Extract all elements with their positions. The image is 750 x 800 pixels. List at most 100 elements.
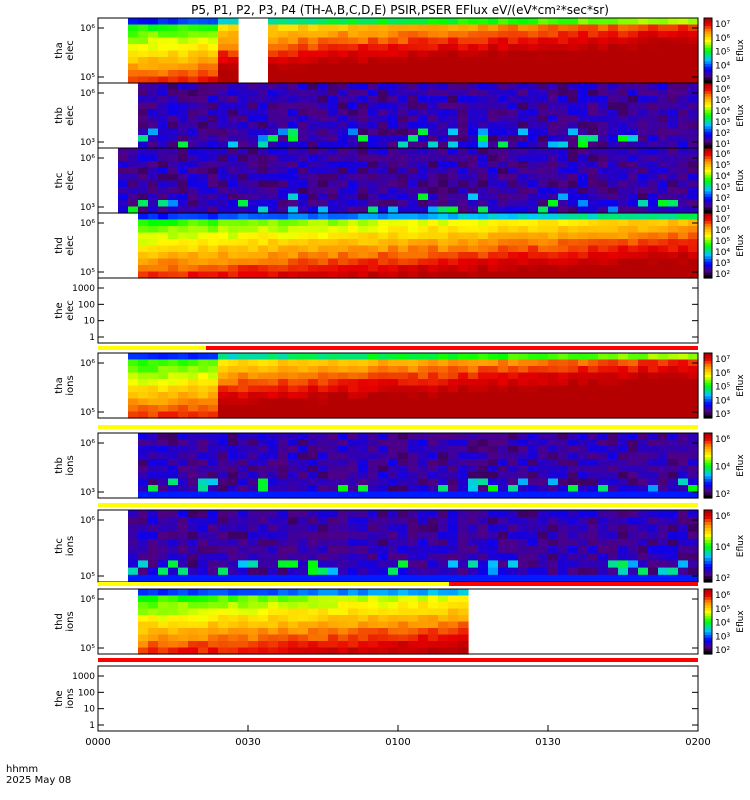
heat-cell: [428, 167, 439, 175]
heat-cell: [588, 560, 599, 569]
heat-cell: [638, 96, 649, 104]
heat-cell: [658, 37, 669, 45]
colorbar-tick-label: 10⁷: [715, 355, 730, 365]
heat-cell: [378, 353, 389, 361]
heat-cell: [678, 546, 689, 554]
heat-cell: [578, 379, 589, 387]
heat-cell: [218, 174, 229, 182]
heat-cell: [248, 510, 259, 518]
heat-cell: [158, 122, 169, 130]
heat-cell: [138, 459, 149, 467]
heat-cell: [488, 122, 499, 130]
heat-cell: [458, 239, 469, 247]
heat-cell: [178, 602, 189, 610]
heat-cell: [638, 200, 649, 208]
heat-cell: [388, 524, 399, 533]
heat-cell: [128, 174, 139, 182]
heat-cell: [548, 567, 559, 576]
heat-cell: [448, 50, 459, 58]
heat-cell: [488, 353, 499, 361]
heat-cell: [578, 102, 589, 110]
heat-cell: [468, 18, 479, 26]
heat-cell: [608, 433, 619, 441]
heat-cell: [458, 398, 469, 406]
heat-cell: [568, 213, 579, 221]
heat-cell: [168, 491, 179, 499]
heat-cell: [428, 252, 439, 260]
heat-cell: [348, 219, 359, 227]
heat-cell: [538, 524, 549, 533]
heat-cell: [288, 560, 299, 569]
colorbar-swatch: [704, 528, 712, 532]
heat-cell: [348, 628, 359, 636]
heat-cell: [298, 232, 309, 240]
heat-cell: [158, 232, 169, 240]
heat-cell: [268, 141, 279, 149]
heat-cell: [138, 538, 149, 547]
heat-cell: [678, 122, 689, 130]
heat-cell: [528, 180, 539, 188]
heat-cell: [518, 411, 529, 419]
heat-cell: [518, 478, 529, 486]
heat-cell: [238, 206, 249, 214]
heat-cell: [678, 148, 689, 156]
heat-cell: [288, 245, 299, 253]
heat-cell: [598, 102, 609, 110]
heat-cell: [518, 465, 529, 473]
heat-cell: [408, 200, 419, 208]
heat-cell: [118, 193, 129, 201]
heat-cell: [368, 226, 379, 234]
heat-cell: [298, 634, 309, 642]
heat-cell: [258, 89, 269, 97]
colorbar-swatch: [704, 576, 712, 580]
heat-cell: [418, 31, 429, 39]
heat-cell: [128, 37, 139, 45]
heat-cell: [628, 472, 639, 480]
heat-cell: [258, 193, 269, 201]
heat-cell: [308, 634, 319, 642]
heat-cell: [258, 213, 269, 221]
heat-cell: [158, 70, 169, 78]
heat-cell: [628, 465, 639, 473]
heat-cell: [338, 37, 349, 45]
heat-cell: [188, 478, 199, 486]
colorbar-swatch: [704, 107, 712, 111]
heat-cell: [498, 366, 509, 374]
heat-cell: [248, 524, 259, 533]
heat-cell: [288, 553, 299, 561]
heat-cell: [158, 589, 169, 597]
heat-cell: [208, 439, 219, 447]
heat-cell: [178, 560, 189, 569]
heat-cell: [388, 252, 399, 260]
heat-cell: [368, 18, 379, 26]
heat-cell: [308, 37, 319, 45]
heat-cell: [538, 161, 549, 169]
heat-cell: [268, 379, 279, 387]
heat-cell: [428, 265, 439, 273]
heat-cell: [388, 459, 399, 467]
heat-cell: [268, 615, 279, 623]
heat-cell: [178, 115, 189, 123]
heat-cell: [448, 37, 459, 45]
heat-cell: [348, 18, 359, 26]
heat-cell: [648, 517, 659, 525]
heat-cell: [518, 76, 529, 84]
heat-cell: [538, 174, 549, 182]
heat-cell: [688, 567, 699, 576]
heat-cell: [188, 258, 199, 266]
heat-cell: [218, 161, 229, 169]
colorbar-swatch: [704, 36, 712, 41]
heat-cell: [428, 115, 439, 123]
heat-cell: [378, 621, 389, 629]
heat-cell: [458, 44, 469, 52]
heat-cell: [478, 18, 489, 26]
colorbar-swatch: [704, 540, 712, 544]
heat-cell: [418, 628, 429, 636]
heat-cell: [288, 615, 299, 623]
heat-cell: [318, 353, 329, 361]
heat-cell: [548, 96, 559, 104]
heat-cell: [458, 372, 469, 380]
heat-cell: [418, 245, 429, 253]
heat-cell: [398, 180, 409, 188]
heat-cell: [288, 398, 299, 406]
